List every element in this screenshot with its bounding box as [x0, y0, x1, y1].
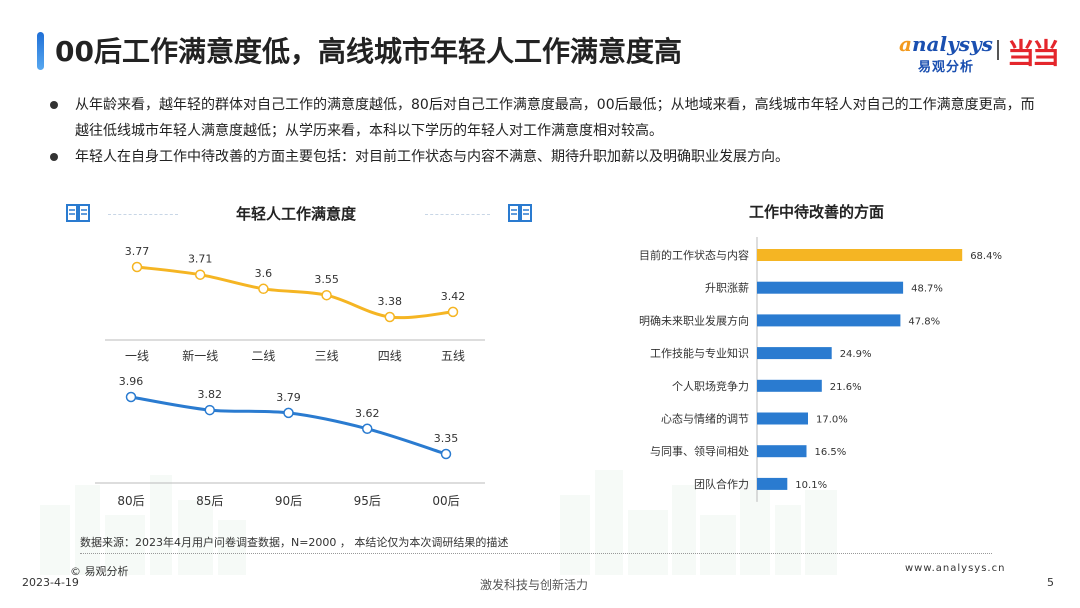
city-point	[321, 289, 332, 301]
divider	[425, 214, 490, 215]
city-data-label: 3.42	[441, 290, 466, 303]
age-data-label: 3.79	[276, 391, 301, 404]
bullet-item: 从年龄来看，越年轻的群体对自己工作的满意度越低，80后对自己工作满意度最高，00…	[50, 92, 1040, 144]
city-point	[258, 283, 269, 295]
report-date: 2023-4-19	[22, 576, 79, 589]
city-point	[194, 269, 206, 280]
title-accent-bar	[37, 32, 44, 70]
age-tick-label: 90后	[275, 494, 302, 508]
city-point	[131, 261, 143, 273]
age-tick-label: 80后	[117, 494, 144, 508]
city-series-line	[136, 265, 454, 320]
city-tick-label: 四线	[378, 349, 402, 363]
page-title: 00后工作满意度低，高线城市年轻人工作满意度高	[55, 35, 682, 68]
age-point	[362, 423, 373, 435]
age-data-label: 3.82	[198, 388, 223, 401]
improve-data-label: 24.9%	[840, 349, 872, 360]
age-tick-label: 00后	[432, 494, 459, 508]
city-data-label: 3.71	[188, 253, 213, 266]
age-tick-label: 95后	[354, 494, 381, 508]
improve-data-label: 48.7%	[911, 284, 943, 295]
improve-bar	[757, 445, 807, 458]
improve-bar	[757, 477, 788, 490]
improve-bar	[757, 249, 963, 261]
improve-category-label: 心态与情绪的调节	[661, 412, 749, 426]
website-link[interactable]: www.analysys.cn	[905, 563, 1006, 574]
improve-bar	[757, 314, 901, 327]
slogan: 激发科技与创新活力	[480, 578, 589, 592]
book-icon	[66, 204, 90, 222]
city-tick-label: 三线	[315, 349, 339, 363]
footer-divider	[80, 553, 992, 554]
city-tick-label: 二线	[251, 349, 275, 363]
age-series-line	[130, 395, 447, 456]
improve-category-label: 明确未来职业发展方向	[639, 313, 749, 327]
age-point	[440, 448, 452, 460]
city-tick-label: 新一线	[182, 348, 218, 363]
summary-bullets: 从年龄来看，越年轻的群体对自己工作的满意度越低，80后对自己工作满意度最高，00…	[50, 92, 1040, 170]
dangdang-logo: 当当	[1007, 37, 1060, 70]
age-data-label: 3.62	[355, 407, 380, 420]
improve-category-label: 与同事、领导间相处	[650, 445, 749, 458]
age-point	[204, 404, 215, 416]
improve-data-label: 10.1%	[795, 480, 827, 491]
city-data-label: 3.55	[314, 273, 339, 286]
page-number: 5	[1047, 576, 1054, 589]
improve-category-label: 工作技能与专业知识	[650, 346, 749, 360]
bullet-item: 年轻人在自身工作中待改善的方面主要包括：对目前工作状态与内容不满意、期待升职加薪…	[50, 144, 1040, 170]
city-data-label: 3.6	[255, 267, 273, 280]
age-data-label: 3.35	[434, 432, 459, 445]
improve-category-label: 个人职场竞争力	[672, 379, 749, 393]
improve-bar	[757, 412, 808, 425]
city-point	[447, 306, 459, 318]
improve-data-label: 68.4%	[970, 251, 1002, 262]
age-point	[125, 391, 137, 403]
logo-separator	[997, 40, 999, 60]
improve-data-label: 21.6%	[830, 382, 862, 393]
city-point	[384, 311, 396, 323]
age-tick-label: 85后	[196, 494, 223, 508]
age-point	[283, 407, 294, 419]
improve-data-label: 16.5%	[815, 447, 847, 458]
improve-category-label: 目前的工作状态与内容	[639, 248, 749, 262]
improve-bar	[757, 379, 822, 392]
improve-bar	[757, 347, 832, 360]
improve-data-label: 17.0%	[816, 415, 848, 426]
improve-category-label: 团队合作力	[694, 477, 749, 491]
improve-category-label: 升职涨薪	[705, 282, 749, 295]
left-panel-title: 年轻人工作满意度	[236, 205, 357, 223]
city-data-label: 3.77	[125, 245, 150, 258]
city-tick-label: 一线	[125, 349, 149, 363]
copyright: © 易观分析	[70, 565, 129, 578]
improve-bar	[757, 281, 904, 294]
data-source-note: 数据来源：2023年4月用户问卷调查数据，N=2000 ， 本结论仅为本次调研结…	[80, 536, 509, 549]
age-data-label: 3.96	[119, 375, 144, 388]
city-tick-label: 五线	[441, 349, 465, 363]
right-panel-title: 工作中待改善的方面	[749, 203, 885, 221]
skyline-decoration	[40, 470, 837, 575]
book-icon	[508, 204, 532, 222]
city-data-label: 3.38	[378, 295, 403, 308]
improve-data-label: 47.8%	[908, 316, 940, 327]
divider	[108, 214, 178, 215]
